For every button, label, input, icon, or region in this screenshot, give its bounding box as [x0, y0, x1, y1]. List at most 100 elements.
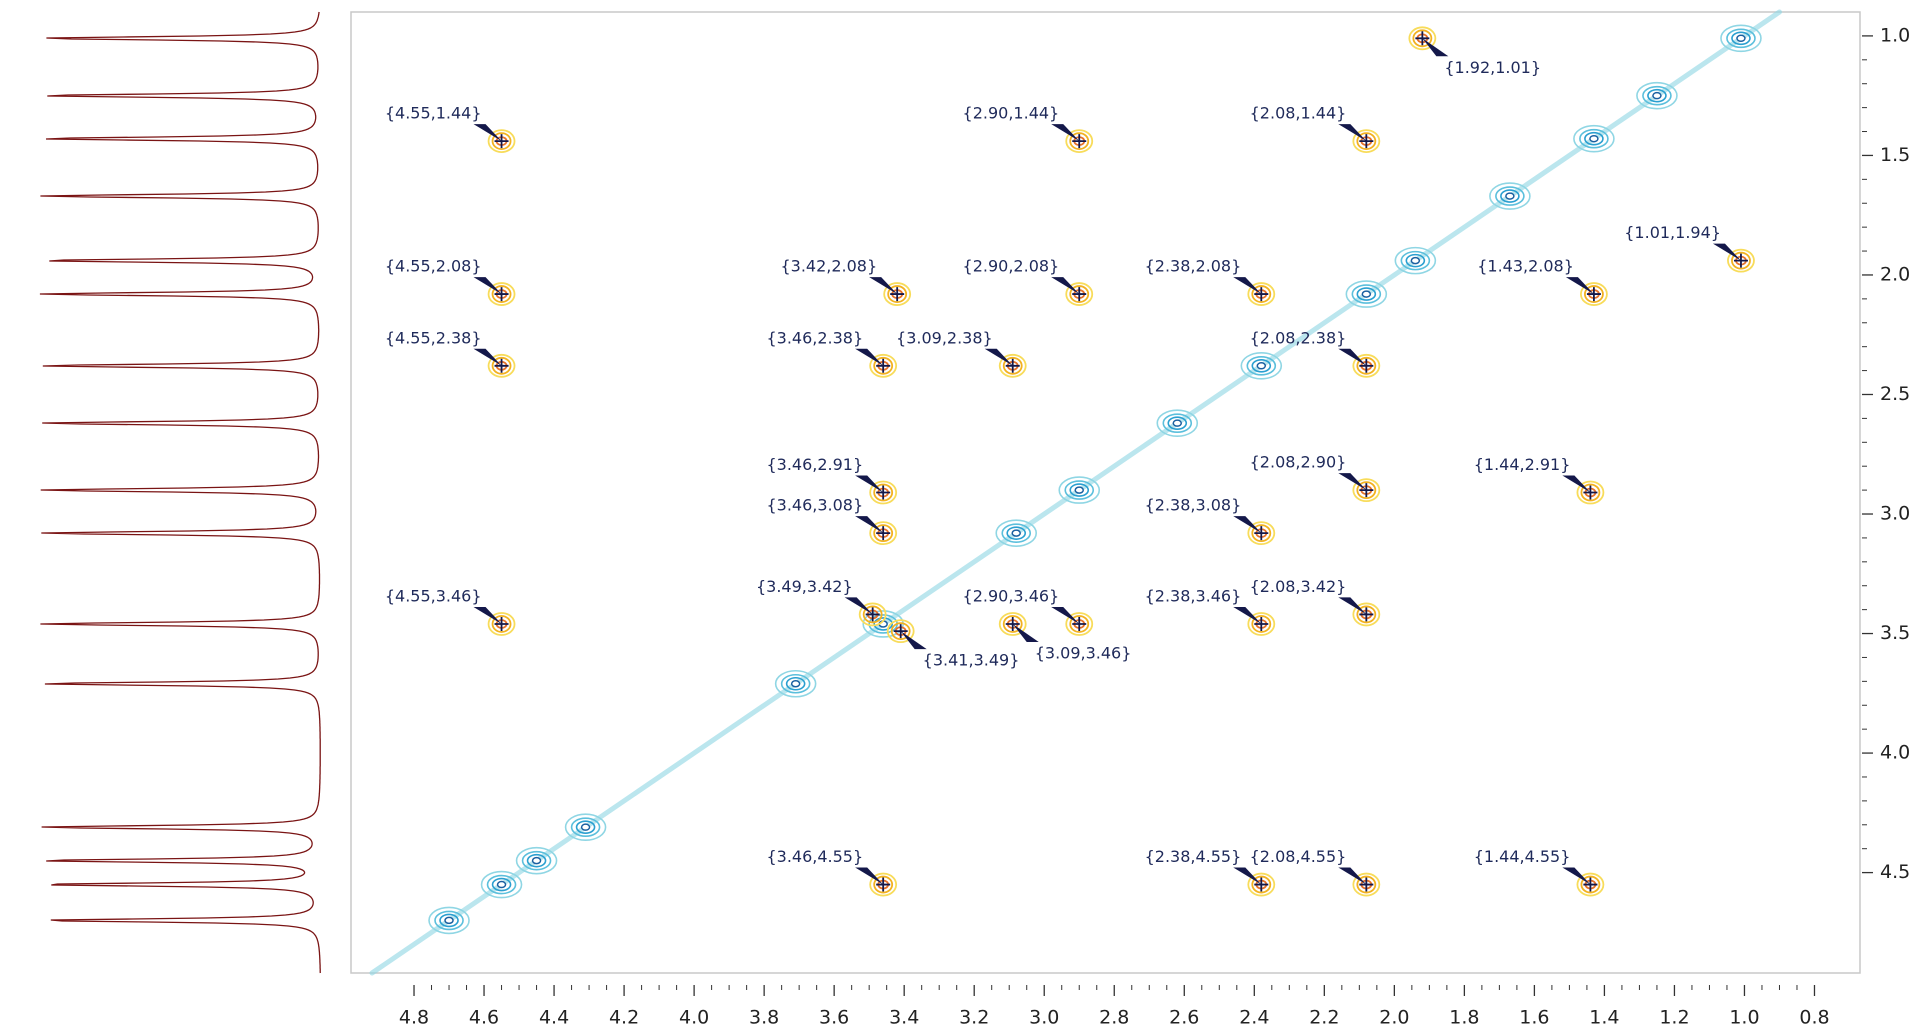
peak-label: {2.90,2.08} — [963, 257, 1060, 276]
label-arrow — [1565, 277, 1594, 295]
cross-peak: {1.44,4.55} — [1474, 847, 1605, 897]
label-arrow — [1051, 606, 1080, 624]
label-arrow — [1051, 124, 1080, 142]
contour — [491, 132, 512, 150]
label-arrow — [473, 124, 502, 142]
contour — [1584, 131, 1604, 146]
diagonal-peak — [480, 870, 523, 899]
peak-marker — [1005, 358, 1020, 373]
x-tick-label: 3.0 — [1029, 1007, 1059, 1029]
peak-marker — [1254, 287, 1269, 302]
peak-label: {3.09,2.38} — [896, 328, 993, 347]
y-tick-label: 1.5 — [1880, 144, 1910, 166]
label-arrow — [473, 606, 502, 624]
cross-peak: {3.46,2.91} — [766, 455, 898, 505]
contour — [1064, 480, 1095, 500]
contour — [1412, 29, 1433, 48]
contour — [1576, 872, 1605, 897]
contour — [890, 622, 911, 641]
contour — [1408, 26, 1437, 51]
contour — [1636, 81, 1678, 110]
contour — [1247, 872, 1276, 897]
diagonal-peak — [1058, 476, 1101, 504]
contour — [491, 356, 512, 375]
contour — [491, 877, 512, 892]
contour — [1065, 612, 1094, 636]
contour — [1356, 481, 1377, 500]
label-arrow — [473, 348, 502, 366]
peak — [1074, 486, 1084, 494]
peak — [1256, 362, 1267, 370]
y-tick-label: 3.0 — [1880, 503, 1910, 525]
x-tick-label: 4.2 — [609, 1007, 639, 1029]
peak-label: {1.01,1.94} — [1624, 223, 1721, 242]
peak-marker — [494, 134, 509, 149]
contour — [998, 353, 1027, 378]
peak — [1172, 419, 1183, 427]
diagonal-peak — [1489, 182, 1531, 210]
contour — [1352, 478, 1381, 503]
contour — [869, 872, 898, 897]
y-tick-label: 1.0 — [1880, 24, 1910, 46]
contour — [785, 676, 806, 691]
contour — [1356, 875, 1377, 894]
peak-marker — [1359, 134, 1374, 149]
contour — [570, 817, 601, 837]
peak-marker — [1359, 607, 1374, 622]
label-arrow — [844, 597, 873, 615]
peak — [580, 823, 591, 831]
cross-peak: {3.09,3.46} — [998, 612, 1131, 662]
peak-marker — [1583, 485, 1598, 500]
contour — [995, 519, 1038, 547]
contour — [1251, 875, 1272, 894]
contour — [480, 870, 523, 899]
label-arrow — [984, 348, 1013, 366]
contour — [1247, 612, 1276, 636]
contour — [858, 602, 887, 627]
peak-label: {3.46,2.91} — [766, 455, 863, 474]
label-arrow — [1338, 124, 1367, 142]
peak — [496, 880, 507, 889]
cross-peak: {4.55,3.46} — [385, 586, 516, 636]
cross-peak: {1.92,1.01} — [1408, 26, 1541, 77]
label-arrow — [1233, 606, 1262, 624]
y-tick-label: 2.0 — [1880, 263, 1910, 285]
peak-marker — [1583, 877, 1598, 892]
contour — [1576, 480, 1605, 505]
contour — [487, 353, 516, 378]
label-arrow — [869, 277, 898, 295]
x-tick-label: 1.0 — [1729, 1007, 1759, 1029]
contour — [575, 820, 596, 834]
label-arrow — [1233, 867, 1262, 885]
x-tick-label: 2.0 — [1379, 1007, 1409, 1029]
peak-marker — [890, 287, 905, 302]
peak-marker — [1072, 287, 1087, 302]
peak-marker — [876, 526, 891, 541]
peak-marker — [494, 616, 509, 631]
x-tick-label: 0.8 — [1799, 1007, 1829, 1029]
label-arrow — [1012, 623, 1039, 642]
peak-marker — [893, 624, 908, 639]
peak-label: {4.55,2.38} — [385, 328, 482, 347]
x-tick-label: 1.2 — [1659, 1007, 1689, 1029]
x-tick-label: 4.4 — [539, 1007, 569, 1029]
contour — [1489, 182, 1531, 210]
cross-peak: {2.90,2.08} — [963, 257, 1094, 306]
contour — [887, 285, 908, 303]
cross-peak: {2.90,3.46} — [963, 586, 1094, 636]
peak-marker — [1359, 483, 1374, 498]
contour — [1405, 253, 1426, 268]
contour — [1356, 132, 1377, 150]
label-arrow — [855, 516, 884, 534]
label-arrow — [473, 277, 502, 295]
y-tick-label: 3.5 — [1880, 622, 1910, 644]
contour — [774, 669, 817, 698]
contour — [873, 524, 894, 543]
peak-label: {4.55,3.46} — [385, 586, 482, 605]
peak — [1011, 529, 1021, 537]
contour — [1065, 282, 1094, 306]
contour — [1251, 615, 1272, 633]
contour — [1251, 285, 1272, 303]
cross-peak: {3.46,2.38} — [766, 328, 898, 378]
